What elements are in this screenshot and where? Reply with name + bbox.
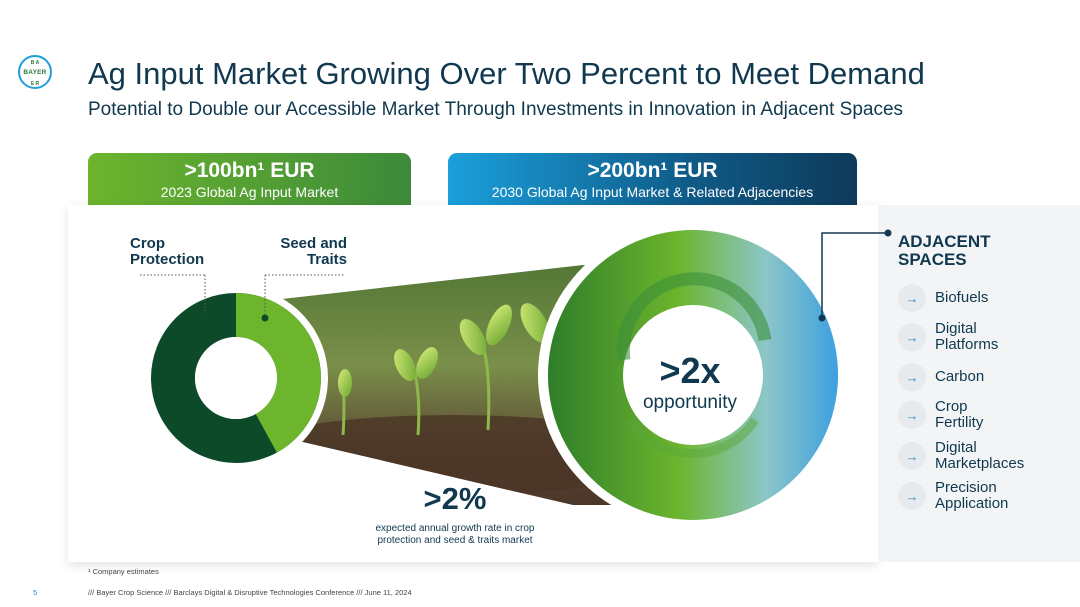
arrow-right-icon: → [898, 401, 926, 429]
adjacent-item-label: Carbon [935, 369, 984, 385]
connector-dot-circle [818, 314, 826, 322]
adjacent-item-line: Crop [935, 398, 968, 415]
crop-protection-label-line1: Crop [130, 235, 165, 252]
adjacent-item-label: Biofuels [935, 290, 988, 306]
adjacent-item-line: Platforms [935, 336, 999, 353]
adjacent-item-line: Digital [935, 320, 977, 337]
arrow-right-icon: → [898, 284, 926, 312]
seed-traits-label: Seed and Traits [276, 236, 347, 268]
banner-2030-value: >200bn¹ EUR [587, 159, 718, 182]
growth-value: >2% [423, 481, 487, 516]
opportunity-center-inner [631, 313, 755, 437]
opportunity-caption: opportunity [642, 392, 737, 413]
donut-hole [195, 337, 277, 419]
opportunity-inner-arc-low [626, 417, 759, 458]
crop-protection-label-line2: Protection [130, 251, 205, 268]
adjacent-connector [821, 232, 888, 318]
adjacent-item-label: Crop Fertility [935, 399, 983, 431]
footer-line: /// Bayer Crop Science /// Barclays Digi… [88, 588, 412, 597]
svg-text:B A: B A [31, 60, 40, 66]
connector-dot-panel [884, 229, 892, 237]
seed-traits-label-line2: Traits [306, 251, 347, 268]
arrow-right-icon: → [898, 482, 926, 510]
growth-caption-line2: protection and seed & traits market [377, 535, 533, 546]
seed-traits-dot [261, 314, 269, 322]
adjacent-item-label: Digital Platforms [935, 321, 998, 353]
adjacent-item-line: Precision [935, 479, 997, 496]
adjacent-item-label: Digital Marketplaces [935, 440, 1024, 472]
bayer-logo: B A E R BAYER [18, 55, 52, 89]
adjacent-item-line: Digital [935, 439, 977, 456]
crop-protection-dot [201, 314, 209, 322]
leader-seed-traits [264, 274, 345, 318]
adjacent-spaces-title: ADJACENT SPACES [898, 233, 991, 269]
footnote: ¹ Company estimates [88, 567, 159, 576]
banner-2023-caption: 2023 Global Ag Input Market [160, 184, 339, 200]
adjacent-item-carbon: → Carbon [898, 362, 984, 392]
arrow-right-icon: → [898, 323, 926, 351]
crop-protection-label: Crop Protection [130, 236, 204, 268]
banner-2030-market: >200bn¹ EUR 2030 Global Ag Input Market … [448, 153, 857, 205]
adjacent-item-precision-application: → Precision Application [898, 480, 1008, 512]
adjacent-item-biofuels: → Biofuels [898, 283, 988, 313]
opportunity-value: >2x [659, 350, 721, 391]
growth-caption: expected annual growth rate in crop prot… [360, 523, 550, 547]
adjacent-item-line: Application [935, 495, 1009, 512]
banner-2030-caption: 2030 Global Ag Input Market & Related Ad… [491, 184, 814, 200]
adjacent-item-line: Marketplaces [935, 455, 1025, 472]
arrow-right-icon: → [898, 442, 926, 470]
donut-seed-traits-segment [151, 293, 321, 463]
growth-caption-line1: expected annual growth rate in crop [375, 523, 535, 534]
page-subtitle: Potential to Double our Accessible Marke… [88, 99, 904, 120]
adjacent-item-crop-fertility: → Crop Fertility [898, 399, 983, 431]
page-number: 5 [33, 588, 38, 597]
adjacent-item-line: Fertility [935, 414, 984, 431]
page-title: Ag Input Market Growing Over Two Percent… [88, 56, 925, 91]
adjacent-title-line2: SPACES [898, 250, 967, 269]
arrow-right-icon: → [898, 363, 926, 391]
adjacent-title-line1: ADJACENT [898, 232, 991, 251]
seed-traits-label-line1: Seed and [280, 235, 347, 252]
adjacent-item-digital-marketplaces: → Digital Marketplaces [898, 440, 1024, 472]
opportunity-inner-arc [616, 272, 772, 361]
banner-2023-market: >100bn¹ EUR 2023 Global Ag Input Market [88, 153, 411, 205]
logo-text: BAYER [23, 69, 47, 76]
bayer-cross-icon: B A E R [31, 60, 40, 87]
adjacent-item-line: Carbon [935, 368, 985, 385]
adjacent-item-line: Biofuels [935, 289, 989, 306]
svg-text:E R: E R [31, 81, 40, 87]
banner-2023-value: >100bn¹ EUR [184, 159, 315, 182]
adjacent-item-digital-platforms: → Digital Platforms [898, 321, 998, 353]
adjacent-item-label: Precision Application [935, 480, 1008, 512]
